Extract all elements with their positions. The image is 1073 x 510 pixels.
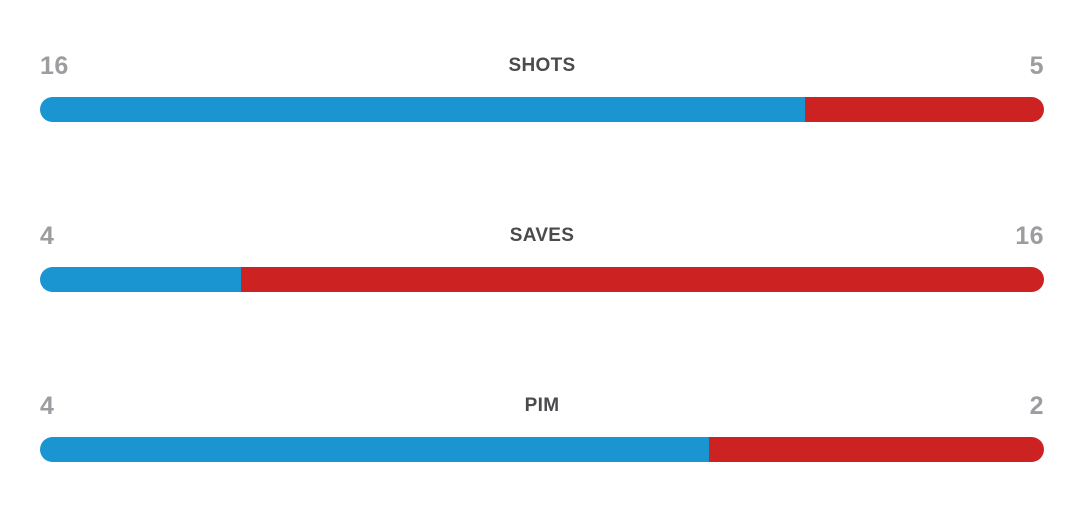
home-bar-segment [40,437,710,462]
comparison-bar [40,267,1044,292]
away-value: 5 [1029,52,1044,80]
away-value: 16 [1015,222,1044,250]
away-bar-segment [804,97,1044,122]
away-value: 2 [1029,392,1044,420]
stat-header: 4 SAVES 16 [40,223,1044,249]
home-bar-segment [40,267,241,292]
away-bar-segment [709,437,1044,462]
away-bar-segment [240,267,1044,292]
stat-label: PIM [524,395,560,416]
stat-header: 4 PIM 2 [40,393,1044,419]
stat-row-pim: 4 PIM 2 [40,393,1044,462]
stat-row-shots: 16 SHOTS 5 [40,53,1044,122]
home-value: 16 [40,52,69,80]
home-bar-segment [40,97,805,122]
stat-header: 16 SHOTS 5 [40,53,1044,79]
home-value: 4 [40,222,55,250]
stat-row-saves: 4 SAVES 16 [40,223,1044,292]
comparison-bar [40,97,1044,122]
comparison-bar [40,437,1044,462]
stat-label: SAVES [509,225,575,246]
home-value: 4 [40,392,55,420]
stat-label: SHOTS [508,55,576,76]
